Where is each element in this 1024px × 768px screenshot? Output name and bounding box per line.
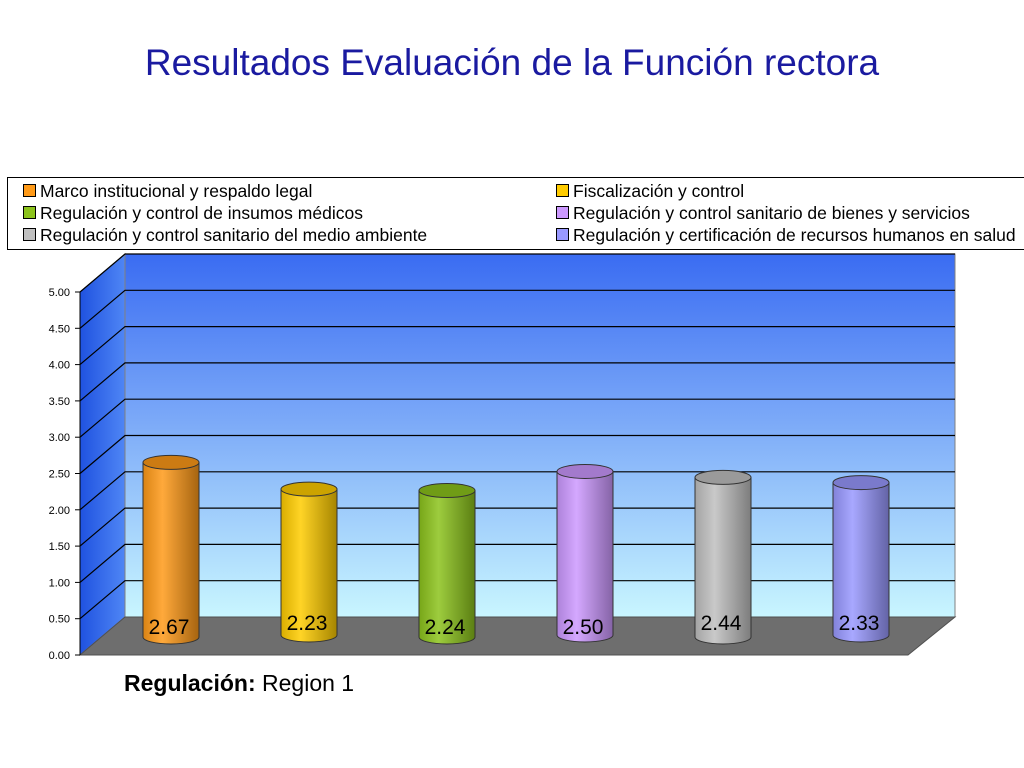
bar-series: 2.67 2.23 2.24 2.50 2.44 2.33 — [142, 454, 890, 645]
legend-item: Marco institucional y respaldo legal — [23, 181, 312, 201]
legend-item: Regulación y control sanitario de bienes… — [556, 203, 970, 223]
y-tick-label: 5.00 — [49, 287, 70, 299]
bar-top — [142, 454, 200, 470]
bar: 2.24 — [418, 483, 476, 645]
y-tick-label: 0.50 — [49, 614, 70, 626]
legend-swatch — [23, 228, 36, 242]
bar: 2.33 — [832, 475, 890, 643]
data-label: 2.67 — [149, 616, 190, 639]
y-tick-label: 3.50 — [49, 396, 70, 408]
bar-body — [832, 482, 890, 643]
plot-background — [78, 252, 957, 657]
legend-swatch — [556, 184, 569, 198]
legend-label: Regulación y certificación de recursos h… — [573, 225, 1016, 245]
legend-item: Regulación y control sanitario del medio… — [23, 225, 427, 245]
bar-body — [280, 488, 338, 643]
gridline — [79, 543, 955, 583]
footnote-value: Region 1 — [262, 670, 355, 696]
gridline — [79, 326, 955, 366]
gridline — [79, 434, 955, 474]
gridlines — [79, 253, 955, 620]
bar-top — [418, 483, 476, 499]
footnote-label: Regulación: — [124, 670, 256, 696]
footnote: Regulación: Region 1 — [124, 670, 354, 697]
y-tick-label: 0.00 — [49, 650, 70, 662]
bar: 2.44 — [694, 469, 752, 645]
data-label: 2.24 — [425, 616, 466, 639]
y-tick-label: 4.50 — [49, 323, 70, 335]
y-tick-label: 3.00 — [49, 432, 70, 444]
bar-body — [418, 490, 476, 645]
legend-label: Regulación y control sanitario del medio… — [40, 225, 428, 245]
y-axis: 0.00 0.50 1.00 1.50 2.00 2.50 3.00 3.50 4.00 4.50… — [49, 287, 81, 662]
y-tick-label: 4.00 — [49, 360, 70, 372]
legend-swatch — [23, 206, 36, 220]
gridline — [79, 507, 955, 547]
bar-top — [556, 464, 614, 479]
data-label: 2.33 — [839, 612, 880, 635]
gridline — [79, 253, 955, 293]
legend-label: Fiscalización y control — [573, 181, 745, 201]
chart-floor — [78, 616, 957, 656]
bar-body — [556, 471, 614, 643]
legend-item: Regulación y control de insumos médicos — [23, 203, 363, 223]
gridline — [79, 362, 955, 402]
bar-body — [694, 476, 752, 645]
y-tick-label: 1.00 — [49, 577, 70, 589]
chart-legend: Marco institucional y respaldo legal Fisc… — [7, 177, 1024, 250]
y-tick-label: 2.50 — [49, 469, 70, 481]
y-tick-label: 1.50 — [49, 541, 70, 553]
chart-title: Resultados Evaluación de la Función rect… — [144, 42, 880, 83]
bar-body — [142, 461, 200, 645]
bar-top — [280, 481, 338, 497]
bar-top — [694, 469, 752, 485]
gridline — [79, 289, 955, 329]
legend-label: Regulación y control sanitario de bienes… — [573, 203, 970, 223]
data-label: 2.23 — [287, 612, 328, 635]
y-tick-label: 2.00 — [49, 505, 70, 517]
data-label: 2.44 — [701, 612, 742, 635]
legend-swatch — [23, 184, 36, 198]
bar: 2.67 — [142, 454, 200, 645]
gridline — [79, 398, 955, 438]
data-label: 2.50 — [563, 616, 604, 639]
legend-label: Regulación y control de insumos médicos — [40, 203, 363, 223]
gridline — [79, 471, 955, 511]
legend-label: Marco institucional y respaldo legal — [40, 181, 313, 201]
bar-top — [832, 475, 890, 491]
bar: 2.50 — [556, 464, 614, 643]
legend-item: Fiscalización y control — [556, 181, 744, 201]
legend-item: Regulación y certificación de recursos h… — [556, 225, 1016, 245]
bar: 2.23 — [280, 481, 338, 643]
gridline — [79, 580, 955, 620]
legend-swatch — [556, 228, 569, 242]
legend-swatch — [556, 206, 569, 220]
